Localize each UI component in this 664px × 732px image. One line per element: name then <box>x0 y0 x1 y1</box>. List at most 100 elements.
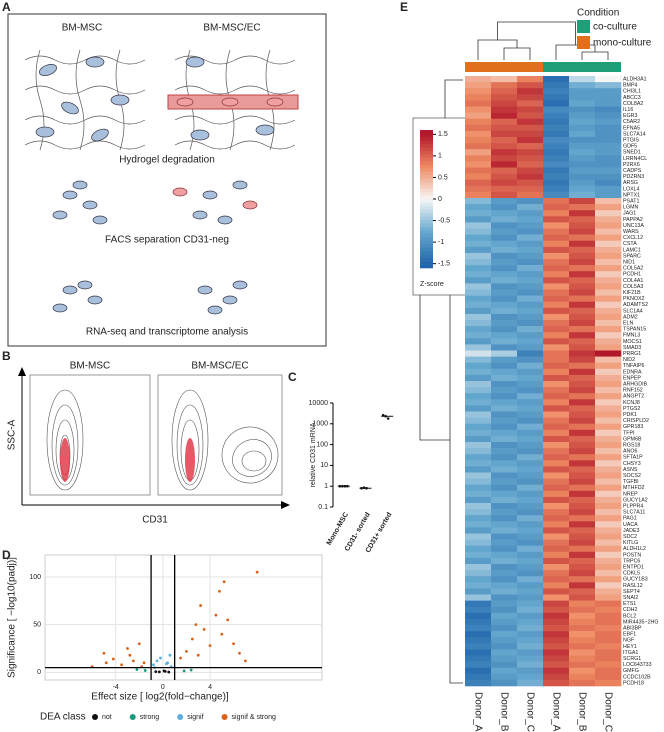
heatmap-cell <box>569 234 596 241</box>
colorbar-step <box>420 257 433 262</box>
heatmap-cell <box>517 387 544 394</box>
heatmap-cell <box>517 539 544 546</box>
heatmap-cell <box>491 320 518 327</box>
heatmap-cell <box>465 271 492 278</box>
heatmap-cell <box>465 344 492 351</box>
heatmap-cell <box>595 637 622 644</box>
panel-label: C <box>288 370 297 384</box>
heatmap-cell <box>517 185 544 193</box>
heatmap-cell <box>491 381 518 388</box>
heatmap-cell <box>543 496 570 504</box>
heatmap-cell <box>491 655 518 662</box>
heatmap-cell <box>543 259 570 266</box>
heatmap-cell <box>543 405 570 412</box>
gene-label: KITLG <box>623 540 638 546</box>
heatmap-cell <box>517 277 544 284</box>
colorbar-step <box>420 240 433 245</box>
gene-label: PAG1 <box>623 516 637 522</box>
heatmap-cell <box>517 435 544 443</box>
heatmap-cell <box>543 387 570 394</box>
heatmap-cell <box>543 423 570 431</box>
colorbar-step <box>420 261 433 265</box>
heatmap-cell <box>595 94 622 101</box>
group-label: BM-MSC/EC <box>203 23 260 34</box>
legend-label: strong <box>140 714 160 721</box>
heatmap-cell <box>595 356 622 363</box>
gene-label: PLPPR4 <box>623 503 643 509</box>
heatmap-cell <box>517 551 544 559</box>
heatmap-cell <box>517 143 544 150</box>
heatmap-cell <box>569 533 596 540</box>
colorbar-step <box>420 199 433 203</box>
heatmap-cell <box>569 161 596 168</box>
heatmap-cell <box>491 478 518 485</box>
column-label: Donor_A <box>472 692 483 732</box>
heatmap-cell <box>595 234 622 241</box>
colorbar-step <box>420 188 433 193</box>
heatmap-cell <box>543 551 570 559</box>
condition-bar <box>569 62 595 72</box>
colorbar-step <box>420 216 433 220</box>
heatmap-cell <box>517 106 544 113</box>
heatmap-cell <box>595 594 622 601</box>
heatmap-cell <box>569 515 596 522</box>
heatmap-cell <box>465 118 492 126</box>
heatmap-cell <box>569 222 596 229</box>
heatmap-cell <box>465 478 492 485</box>
heatmap-cell <box>517 344 544 351</box>
heatmap-cell <box>569 149 596 156</box>
heatmap-cell <box>465 588 492 595</box>
heatmap-cell <box>491 307 518 315</box>
heatmap-cell <box>465 88 492 95</box>
heatmap-cell <box>543 637 570 644</box>
heatmap-cell <box>595 460 622 467</box>
heatmap-cell <box>517 155 544 162</box>
heatmap-cell <box>569 643 596 650</box>
heatmap-cell <box>517 368 544 376</box>
heatmap-cell <box>595 429 622 437</box>
heatmap-cell <box>491 545 518 553</box>
heatmap-cell <box>517 228 544 235</box>
heatmap-cell <box>517 429 544 437</box>
data-point <box>128 653 132 657</box>
heatmap-cell <box>491 539 518 546</box>
heatmap-cell <box>491 442 518 449</box>
data-point <box>202 628 206 631</box>
heatmap-cell <box>569 240 596 248</box>
heatmap-cell <box>595 618 622 626</box>
heatmap-cell <box>569 332 596 339</box>
gene-label: PRRG1 <box>623 351 641 357</box>
heatmap-cell <box>595 149 622 156</box>
heatmap-cell <box>465 155 492 162</box>
heatmap-cell <box>595 484 622 492</box>
gene-label: PAPPA2 <box>623 217 643 223</box>
heatmap-cell <box>543 356 570 363</box>
gene-label: ABCC3 <box>623 95 641 101</box>
heatmap-cell <box>517 423 544 431</box>
heatmap-cell <box>543 472 570 479</box>
x-tick-label: -4 <box>113 684 119 691</box>
heatmap-cell <box>517 533 544 540</box>
heatmap-cell <box>517 472 544 479</box>
heatmap-cell <box>543 271 570 278</box>
heatmap-cell <box>517 100 544 107</box>
heatmap-cell <box>465 545 492 553</box>
heatmap-cell <box>465 204 492 211</box>
gene-label: TRPC6 <box>623 558 640 564</box>
gene-label: GPM6B <box>623 436 642 442</box>
heatmap-cell <box>569 155 596 162</box>
legend-title: Condition <box>577 8 619 19</box>
heatmap-cell <box>569 295 596 302</box>
gene-label: RNF152 <box>623 388 643 394</box>
heatmap-cell <box>465 600 492 607</box>
gene-label: EBF1 <box>623 632 636 638</box>
heatmap-cell <box>517 411 544 418</box>
heatmap-cell <box>517 118 544 126</box>
heatmap-cell <box>543 252 570 260</box>
heatmap-cell <box>595 643 622 650</box>
colorbar-step <box>420 130 433 134</box>
heatmap-cell <box>465 448 492 455</box>
heatmap-cell <box>517 137 544 144</box>
colorbar-step <box>420 264 433 269</box>
data-point <box>137 642 141 646</box>
